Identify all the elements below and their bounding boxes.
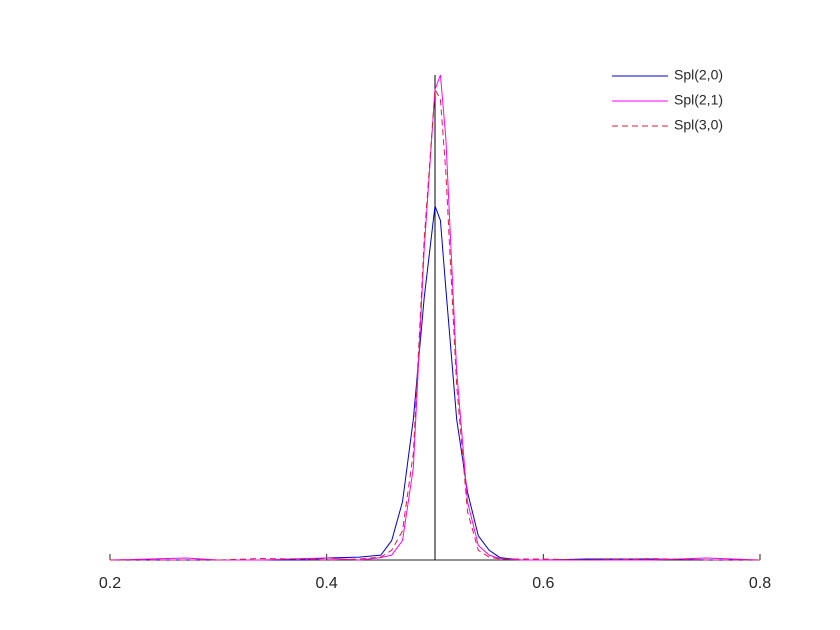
legend-label: Spl(2,1) [674,92,723,108]
x-tick-label: 0.8 [749,575,771,592]
x-tick-label: 0.2 [99,575,121,592]
legend-label: Spl(3,0) [674,117,723,133]
series-line [110,87,760,561]
series-line [109,74,761,561]
x-tick-label: 0.4 [316,575,338,592]
x-tick-label: 0.6 [532,575,554,592]
legend-label: Spl(2,0) [674,67,723,83]
